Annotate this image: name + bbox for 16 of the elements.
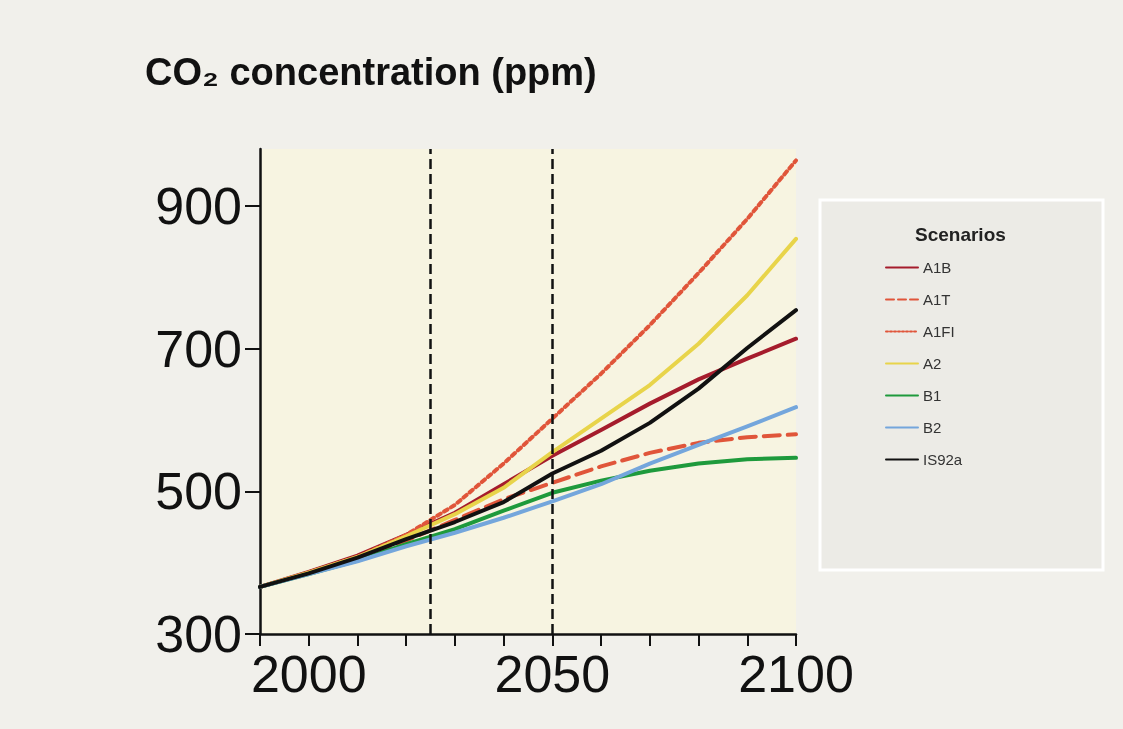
legend-label: B1 <box>923 387 942 404</box>
legend-label: A1B <box>923 259 952 276</box>
legend-title: Scenarios <box>915 224 1006 245</box>
legend-label: A1FI <box>923 323 955 340</box>
legend-label: A2 <box>923 355 942 372</box>
y-tick-label: 700 <box>155 319 242 378</box>
y-tick-label: 500 <box>155 462 242 521</box>
y-tick-label: 300 <box>155 605 242 663</box>
legend-label: A1T <box>923 291 951 308</box>
y-tick-label: 900 <box>155 177 242 236</box>
x-tick-label: 2050 <box>494 645 611 703</box>
chart-title: CO₂ concentration (ppm) <box>145 51 597 93</box>
x-tick-label: 2000 <box>250 645 367 703</box>
legend-label: IS92a <box>923 451 963 468</box>
x-tick-label: 2100 <box>738 645 854 703</box>
legend-label: B2 <box>923 419 942 436</box>
